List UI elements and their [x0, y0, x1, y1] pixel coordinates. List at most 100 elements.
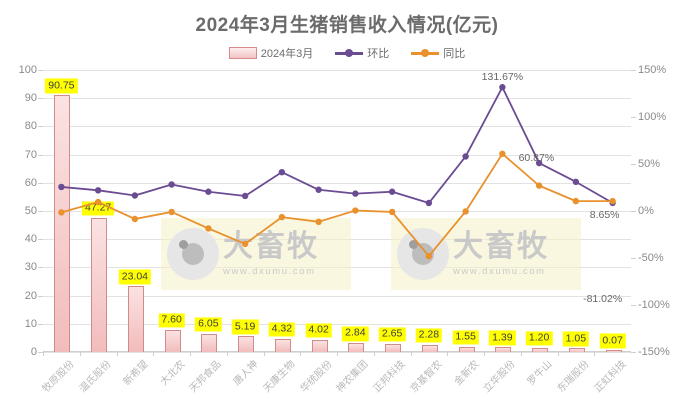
bar[interactable] [532, 347, 549, 352]
percent-annotation: 8.65% [589, 208, 620, 221]
line-data-point[interactable] [278, 213, 286, 221]
line-data-point[interactable] [205, 225, 212, 232]
bar[interactable] [568, 348, 585, 352]
bar-value-label: 90.75 [45, 78, 78, 94]
bar-swatch-icon [228, 47, 257, 59]
line-data-point[interactable] [94, 187, 102, 194]
line-data-point[interactable] [535, 182, 543, 189]
gridline [43, 70, 631, 71]
line-swatch-purple-icon [335, 48, 364, 58]
x-axis-label: 唐人神 [231, 358, 261, 388]
line-data-point[interactable] [388, 208, 396, 216]
y-axis-tick-right: -100% [638, 299, 670, 311]
line-data-point[interactable] [388, 188, 396, 195]
line-data-point[interactable] [352, 207, 359, 214]
x-axis-tickmark [373, 352, 375, 356]
bar-value-label: 4.32 [268, 322, 296, 337]
y-axis-tick-left: 70 [24, 148, 37, 161]
line-data-point[interactable] [315, 218, 322, 226]
legend-item-huanbi[interactable]: 环比 [335, 45, 389, 61]
line-data-point[interactable] [572, 197, 580, 205]
legend-label-huanbi: 环比 [367, 48, 390, 60]
line-data-point[interactable] [278, 168, 286, 176]
line-path-tongbi [61, 152, 613, 258]
legend-item-tongbi[interactable]: 同比 [411, 45, 465, 61]
bar[interactable] [495, 347, 512, 352]
bar[interactable] [421, 344, 438, 352]
bar[interactable] [54, 95, 71, 352]
y-axis-tickmark-left [38, 126, 43, 128]
x-axis-label: 罗牛山 [525, 358, 555, 388]
y-axis-tick-left: 90 [24, 92, 37, 105]
x-axis-tickmark [447, 352, 449, 356]
x-axis-label: 天康生物 [261, 358, 298, 395]
line-data-point[interactable] [168, 181, 175, 188]
x-axis-tickmark [190, 352, 191, 356]
bar[interactable] [348, 343, 365, 352]
line-data-point[interactable] [462, 208, 469, 215]
legend-label-bar: 2024年3月 [260, 48, 314, 60]
gridline [43, 323, 631, 325]
y-axis-tickmark-left [38, 211, 43, 212]
bar[interactable] [201, 333, 218, 352]
line-data-point[interactable] [241, 240, 249, 248]
y-axis-tickmark-left [38, 352, 43, 353]
y-axis-tick-right: -50% [638, 252, 664, 264]
line-path-huanbi [61, 86, 614, 204]
y-axis-tickmark-right [631, 352, 636, 353]
x-axis-label: 牧原股份 [40, 358, 77, 395]
line-data-point[interactable] [58, 183, 65, 191]
line-data-point[interactable] [241, 192, 249, 200]
bar-value-label: 5.19 [231, 319, 259, 335]
bar[interactable] [385, 343, 402, 352]
x-axis-label: 京基智农 [408, 358, 445, 395]
y-axis-tick-left: 80 [24, 120, 37, 133]
y-axis-tick-left: 50 [24, 205, 37, 217]
x-axis-label: 正虹科技 [592, 358, 629, 395]
bar[interactable] [164, 329, 181, 352]
y-axis-tickmark-left [38, 70, 43, 71]
x-axis-label: 大北农 [158, 358, 188, 388]
bar-value-label: 1.20 [525, 331, 553, 346]
gridline [43, 154, 631, 156]
y-axis-tickmark-left [38, 295, 43, 297]
bar[interactable] [238, 336, 255, 352]
x-axis-tickmark [410, 352, 412, 356]
line-data-point[interactable] [535, 159, 543, 167]
line-data-point[interactable] [462, 153, 469, 160]
bar-value-label: 1.05 [562, 331, 590, 347]
percent-annotation: 131.67% [481, 71, 524, 84]
line-data-point[interactable] [499, 84, 506, 91]
line-data-point[interactable] [499, 150, 506, 157]
bar[interactable] [311, 339, 328, 352]
line-data-point[interactable] [131, 192, 139, 199]
line-data-point[interactable] [94, 198, 102, 206]
y-axis-tick-right: -150% [638, 346, 670, 358]
line-data-point[interactable] [168, 208, 175, 216]
line-data-point[interactable] [609, 197, 616, 205]
y-axis-tick-right: 100% [638, 111, 667, 123]
y-axis-tickmark-right [631, 305, 636, 306]
line-data-point[interactable] [572, 178, 580, 186]
line-data-point[interactable] [425, 252, 433, 260]
bar[interactable] [605, 350, 622, 352]
line-data-point[interactable] [205, 188, 212, 195]
y-axis-tick-right: 0% [638, 205, 654, 217]
plot-area: 100 90 80 70 60 50 40 30 20 10 0 150% 100% 50% 0% -50% -… [19, 64, 670, 395]
bar[interactable] [274, 338, 291, 352]
line-data-point[interactable] [425, 199, 433, 207]
y-axis-tickmark-right [631, 164, 636, 165]
x-axis-label: 金新农 [452, 358, 482, 388]
gridline [43, 126, 631, 128]
legend-item-bar[interactable]: 2024年3月 [228, 45, 314, 61]
x-axis-tickmark [337, 352, 338, 356]
line-data-point[interactable] [131, 215, 139, 223]
bar[interactable] [91, 217, 108, 352]
bar[interactable] [458, 346, 475, 352]
line-data-point[interactable] [352, 190, 359, 197]
bar-value-label: 2.65 [378, 326, 406, 342]
line-data-point[interactable] [58, 209, 65, 216]
line-data-point[interactable] [315, 186, 322, 193]
bar-value-label: 2.84 [342, 326, 369, 341]
bar[interactable] [127, 286, 144, 352]
